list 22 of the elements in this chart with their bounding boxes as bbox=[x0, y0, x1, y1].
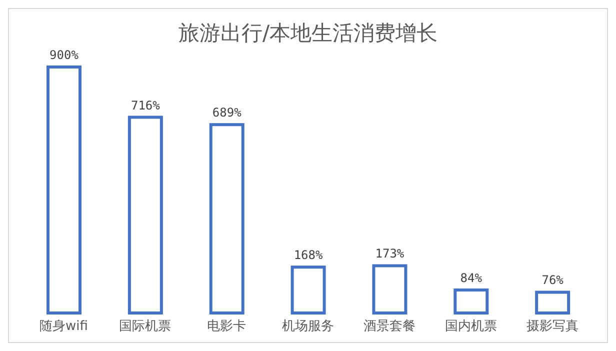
data-label: 76% bbox=[542, 273, 564, 288]
bar bbox=[535, 290, 570, 314]
bar bbox=[454, 288, 489, 314]
data-label: 84% bbox=[460, 271, 483, 286]
x-tick-label: 国际机票 bbox=[119, 319, 172, 334]
x-tick-label: 随身wifi bbox=[39, 319, 88, 334]
x-tick-label: 电影卡 bbox=[207, 319, 246, 334]
data-label: 168% bbox=[294, 248, 324, 262]
bar bbox=[372, 264, 408, 314]
bar bbox=[128, 116, 163, 314]
chart-title: 旅游出行/本地生活消费增长 bbox=[177, 20, 439, 47]
bar bbox=[209, 123, 244, 314]
x-tick-label: 摄影写真 bbox=[526, 319, 578, 334]
bar bbox=[46, 66, 82, 314]
x-tick-label: 国内机票 bbox=[444, 319, 497, 334]
data-label: 716% bbox=[130, 98, 161, 112]
data-label: 900% bbox=[50, 48, 80, 62]
data-label: 173% bbox=[375, 246, 405, 261]
data-label: 689% bbox=[212, 106, 242, 120]
bar bbox=[290, 266, 326, 314]
x-tick-label: 机场服务 bbox=[282, 319, 334, 334]
x-tick-label: 酒景套餐 bbox=[363, 319, 416, 334]
